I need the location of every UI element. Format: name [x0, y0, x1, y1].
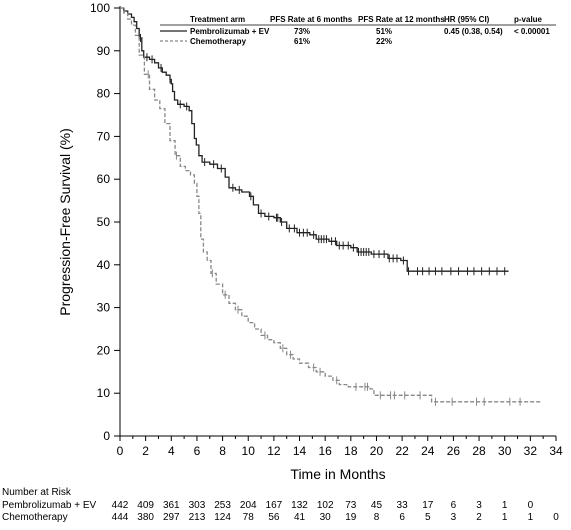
chart-axes: 0 2 4 6 8 10 12 14 16 18 20 22 24 26 28 30 32 34010203040…	[90, 1, 563, 458]
legend-cell: 0.45 (0.38, 0.54)	[444, 27, 503, 36]
risk-count: 1	[528, 512, 534, 523]
x-tick-label: 8	[219, 444, 226, 458]
risk-count: 5	[425, 512, 431, 523]
legend-header: PFS Rate at 12 months	[358, 15, 445, 24]
risk-count: 8	[374, 512, 380, 523]
y-tick-label: 10	[97, 386, 111, 400]
risk-count: 3	[476, 500, 482, 511]
risk-count: 167	[266, 500, 283, 511]
x-tick-label: 10	[242, 444, 256, 458]
legend-cell: Pembrolizumab + EV	[190, 27, 270, 36]
risk-count: 204	[240, 500, 257, 511]
x-tick-label: 34	[549, 444, 563, 458]
risk-count: 132	[291, 500, 308, 511]
legend-table: Treatment arm PFS Rate at 6 months PFS Rat…	[160, 15, 556, 46]
risk-count: 124	[214, 512, 231, 523]
y-tick-label: 60	[97, 172, 111, 186]
legend-header: p-value	[514, 15, 543, 24]
risk-count: 19	[345, 512, 357, 523]
risk-count: 361	[163, 500, 180, 511]
risk-count: 444	[112, 512, 129, 523]
x-tick-label: 4	[168, 444, 175, 458]
risk-count: 30	[320, 512, 332, 523]
risk-count: 33	[397, 500, 409, 511]
x-tick-label: 16	[318, 444, 332, 458]
legend-cell: 51%	[376, 27, 392, 36]
risk-count: 1	[502, 512, 508, 523]
legend-header: Treatment arm	[190, 15, 245, 24]
y-tick-label: 50	[97, 215, 111, 229]
legend-header: HR (95% CI)	[444, 15, 490, 24]
risk-count: 45	[371, 500, 383, 511]
x-tick-label: 28	[472, 444, 486, 458]
risk-count: 2	[476, 512, 482, 523]
x-tick-label: 12	[267, 444, 281, 458]
risk-count: 253	[214, 500, 231, 511]
x-tick-label: 0	[117, 444, 124, 458]
x-tick-label: 2	[142, 444, 149, 458]
risk-count: 6	[451, 500, 457, 511]
risk-count: 380	[137, 512, 154, 523]
risk-count: 41	[294, 512, 306, 523]
legend-cell: 61%	[294, 37, 310, 46]
risk-row-label: Chemotherapy	[2, 512, 68, 523]
number-at-risk-title: Number at Risk	[2, 487, 72, 498]
risk-count: 3	[451, 512, 457, 523]
survival-curves	[120, 7, 542, 406]
risk-count: 442	[112, 500, 129, 511]
x-tick-label: 24	[421, 444, 435, 458]
risk-row-label: Pembrolizumab + EV	[2, 500, 97, 511]
y-tick-label: 0	[103, 429, 110, 443]
risk-count: 409	[137, 500, 154, 511]
y-tick-label: 70	[97, 129, 111, 143]
x-tick-label: 30	[498, 444, 512, 458]
risk-count: 6	[399, 512, 405, 523]
y-tick-label: 80	[97, 87, 111, 101]
x-tick-label: 32	[524, 444, 538, 458]
risk-count: 213	[189, 512, 206, 523]
series-line-pembrolizumab-ev	[120, 7, 509, 272]
risk-count: 73	[345, 500, 357, 511]
legend-cell: Chemotherapy	[190, 37, 247, 46]
risk-count: 297	[163, 512, 180, 523]
risk-count: 17	[422, 500, 434, 511]
y-axis-title: Progression-Free Survival (%)	[57, 128, 73, 316]
risk-count: 56	[268, 512, 280, 523]
x-tick-label: 6	[194, 444, 201, 458]
series-line-chemotherapy	[120, 7, 542, 403]
x-tick-label: 18	[344, 444, 358, 458]
legend-header: PFS Rate at 6 months	[270, 15, 353, 24]
y-tick-label: 100	[90, 1, 110, 15]
y-tick-label: 40	[97, 258, 111, 272]
x-tick-label: 14	[293, 444, 307, 458]
legend-cell: 73%	[294, 27, 310, 36]
risk-count: 0	[553, 512, 559, 523]
x-tick-label: 20	[370, 444, 384, 458]
y-tick-label: 30	[97, 301, 111, 315]
x-tick-label: 26	[447, 444, 461, 458]
legend-cell: 22%	[376, 37, 392, 46]
risk-count: 78	[243, 512, 255, 523]
y-tick-label: 90	[97, 44, 111, 58]
legend-cell: < 0.00001	[514, 27, 550, 36]
y-tick-label: 20	[97, 343, 111, 357]
risk-count: 1	[502, 500, 508, 511]
risk-count: 102	[317, 500, 334, 511]
x-tick-label: 22	[395, 444, 409, 458]
risk-count: 303	[189, 500, 206, 511]
risk-count: 0	[528, 500, 534, 511]
x-axis-title: Time in Months	[290, 466, 385, 482]
